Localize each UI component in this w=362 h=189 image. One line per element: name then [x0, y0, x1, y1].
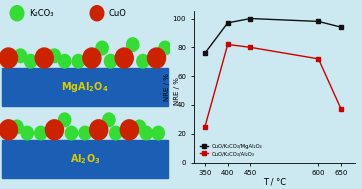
Circle shape	[10, 6, 24, 21]
CuO/K₂CO₃/MgAl₂O₄	[316, 20, 321, 22]
Circle shape	[21, 126, 33, 140]
Circle shape	[79, 126, 91, 140]
Circle shape	[25, 54, 37, 68]
Circle shape	[103, 113, 115, 127]
Circle shape	[133, 120, 146, 134]
Circle shape	[127, 38, 139, 51]
Circle shape	[96, 41, 108, 55]
Text: NRE / %: NRE / %	[174, 77, 180, 105]
Circle shape	[147, 48, 165, 68]
Y-axis label: NRE / %: NRE / %	[164, 73, 170, 101]
CuO/K₂CO₃/Al₂O₃	[339, 108, 343, 110]
Circle shape	[115, 48, 133, 68]
Circle shape	[152, 126, 164, 140]
CuO/K₂CO₃/Al₂O₃	[248, 46, 253, 48]
Text: CuO: CuO	[109, 9, 127, 18]
CuO/K₂CO₃/Al₂O₃	[226, 43, 230, 46]
X-axis label: T / °C: T / °C	[263, 178, 286, 187]
Circle shape	[140, 126, 152, 140]
Circle shape	[65, 126, 77, 140]
Circle shape	[105, 54, 117, 68]
Line: CuO/K₂CO₃/MgAl₂O₄: CuO/K₂CO₃/MgAl₂O₄	[203, 17, 343, 55]
Circle shape	[0, 48, 17, 68]
CuO/K₂CO₃/Al₂O₃	[316, 58, 321, 60]
Text: $\mathbf{MgAl_2O_4}$: $\mathbf{MgAl_2O_4}$	[61, 80, 109, 94]
Circle shape	[72, 54, 84, 68]
Circle shape	[0, 120, 17, 140]
Bar	[2, 68, 168, 106]
Circle shape	[35, 126, 47, 140]
Legend: CuO/K₂CO₃/MgAl₂O₄, CuO/K₂CO₃/Al₂O₃: CuO/K₂CO₃/MgAl₂O₄, CuO/K₂CO₃/Al₂O₃	[199, 144, 264, 157]
CuO/K₂CO₃/Al₂O₃	[203, 125, 207, 128]
Circle shape	[48, 49, 60, 63]
Circle shape	[137, 54, 149, 68]
Circle shape	[59, 113, 71, 127]
CuO/K₂CO₃/MgAl₂O₄	[203, 52, 207, 54]
Circle shape	[90, 120, 108, 140]
Circle shape	[120, 120, 138, 140]
CuO/K₂CO₃/MgAl₂O₄	[248, 17, 253, 20]
CuO/K₂CO₃/MgAl₂O₄	[226, 22, 230, 24]
Circle shape	[11, 120, 23, 134]
Circle shape	[110, 126, 122, 140]
Circle shape	[14, 49, 26, 63]
Circle shape	[90, 6, 104, 21]
Line: CuO/K₂CO₃/Al₂O₃: CuO/K₂CO₃/Al₂O₃	[203, 43, 343, 129]
CuO/K₂CO₃/MgAl₂O₄	[339, 26, 343, 28]
Bar	[2, 140, 168, 178]
Circle shape	[45, 120, 63, 140]
Circle shape	[83, 48, 101, 68]
Circle shape	[35, 48, 53, 68]
Circle shape	[59, 54, 71, 68]
Text: K₂CO₃: K₂CO₃	[29, 9, 54, 18]
Text: $\mathbf{Al_2O_3}$: $\mathbf{Al_2O_3}$	[70, 152, 100, 166]
Circle shape	[159, 41, 171, 55]
